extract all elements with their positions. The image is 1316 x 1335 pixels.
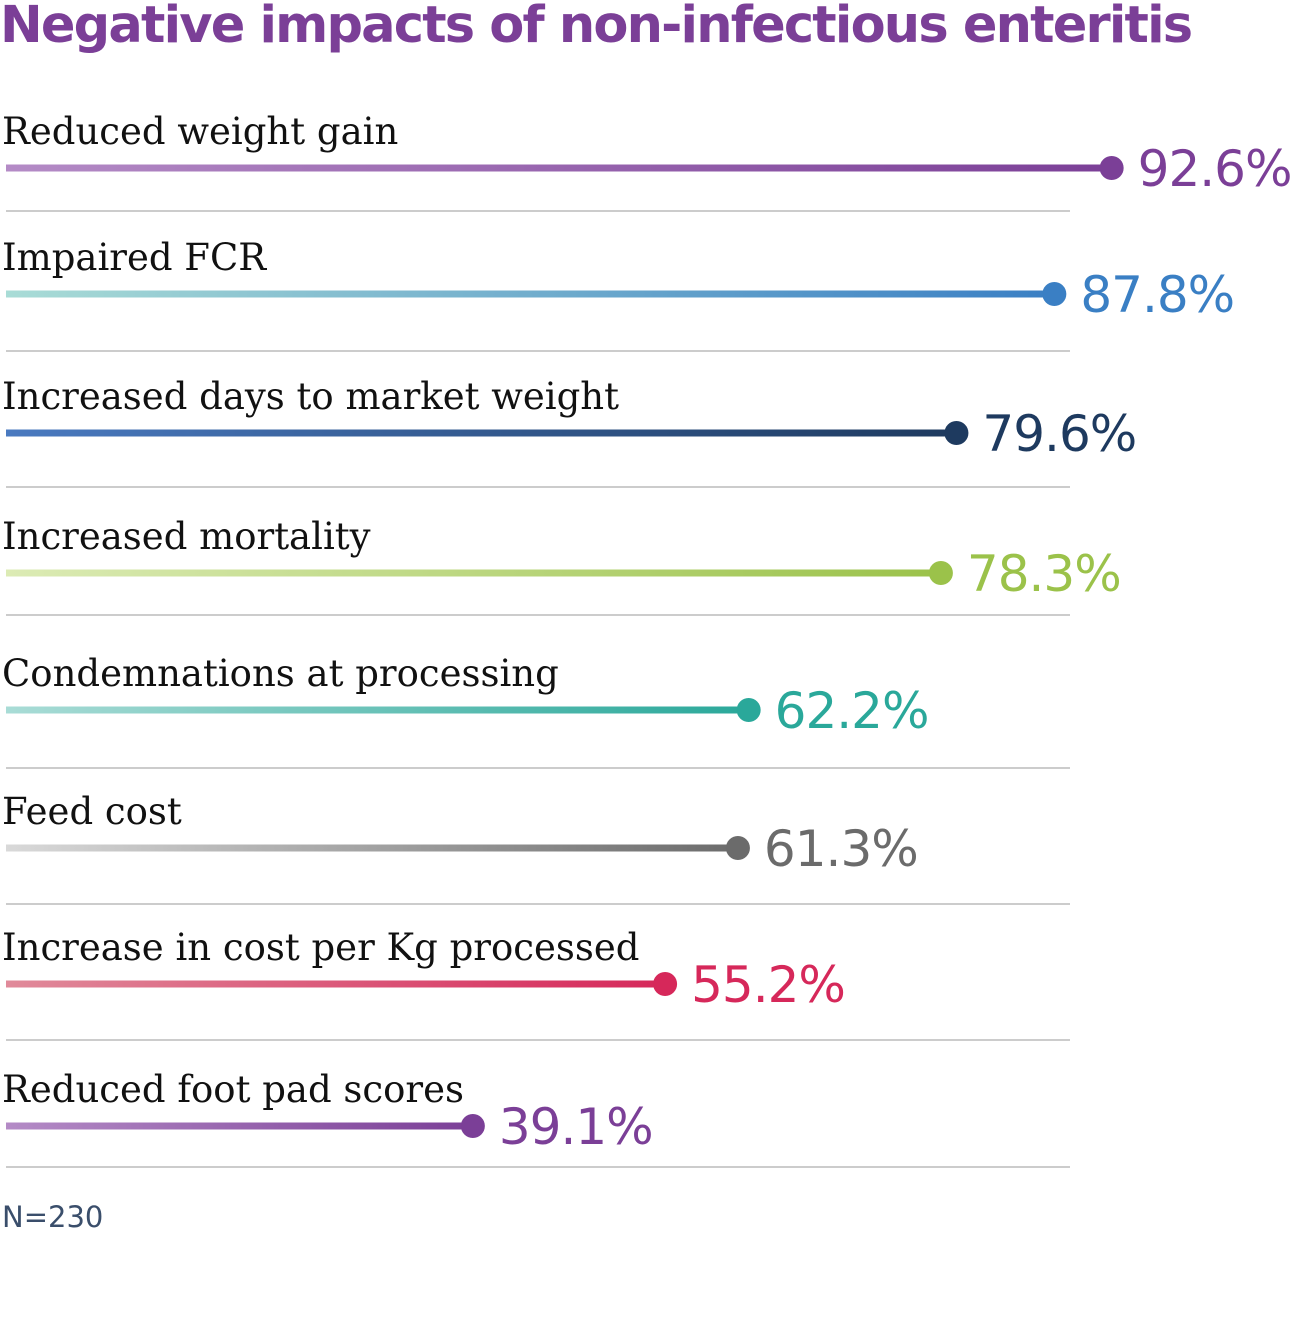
value-label: 87.8% [1080, 266, 1234, 324]
category-label: Increased days to market weight [2, 375, 619, 418]
category-label: Reduced weight gain [2, 110, 398, 153]
bar-end-dot [1099, 156, 1124, 180]
value-label: 78.3% [967, 545, 1121, 603]
value-label: 39.1% [499, 1098, 653, 1156]
bar-end-dot [653, 972, 678, 996]
value-label: 92.6% [1138, 140, 1292, 198]
bar-end-dot [944, 421, 969, 445]
bar-line [6, 290, 1055, 298]
bar-end-dot [1042, 282, 1067, 306]
category-label: Impaired FCR [2, 236, 267, 279]
chart-title: Negative impacts of non-infectious enter… [0, 0, 1193, 55]
bar-line [6, 1122, 473, 1130]
bar-line [6, 164, 1112, 172]
bar-end-dot [736, 698, 761, 722]
category-label: Increase in cost per Kg processed [2, 926, 639, 969]
bar-line [6, 569, 941, 577]
bar-end-dot [725, 836, 750, 860]
category-label: Feed cost [2, 790, 182, 833]
category-label: Reduced foot pad scores [2, 1068, 464, 1111]
value-label: 62.2% [775, 682, 929, 740]
category-label: Condemnations at processing [2, 652, 559, 695]
value-label: 79.6% [982, 405, 1136, 463]
bar-end-dot [928, 561, 953, 585]
bar-line [6, 844, 738, 852]
bar-line [6, 980, 666, 988]
value-label: 55.2% [691, 956, 845, 1014]
bar-end-dot [460, 1114, 485, 1138]
value-label: 61.3% [764, 820, 918, 878]
category-label: Increased mortality [2, 515, 371, 558]
bar-line [6, 429, 957, 437]
sample-size-note: N=230 [2, 1200, 104, 1234]
bar-line [6, 706, 749, 714]
